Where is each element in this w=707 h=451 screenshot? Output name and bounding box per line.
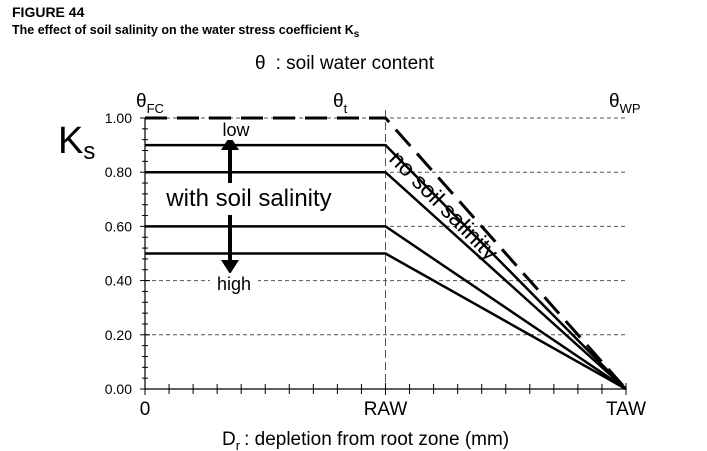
y-tick-label-2: 0.40 [105,273,132,289]
annotation-no-salinity: no soil salinity [384,145,504,265]
series-no-salinity [145,116,628,390]
y-tick-label-5: 1.00 [105,110,132,126]
annotation-with-salinity: with soil salinity [165,185,331,212]
top-tick-t-base: θ [333,91,344,112]
x-axis-title: Dr: depletion from root zone (mm) [222,429,509,451]
x-axis-title-base: D [222,429,236,450]
arrow-down-head [221,260,239,274]
y-axis-label: Ks [58,120,95,165]
series-salinity-3 [145,225,627,391]
top-tick-fc-base: θ [136,91,147,112]
series-salinity-4 [145,252,627,391]
top-tick-fc: θFC [136,91,164,116]
arrow-up-head [221,136,239,150]
y-tick-label-4: 0.80 [105,164,132,180]
figure-title-subscript: s [353,29,360,40]
top-axis-symbol: θ [255,53,266,74]
x-tick-label-0: 0 [140,399,151,420]
y-tick-labels: 0.00 0.20 0.40 0.60 0.80 1.00 [105,110,132,397]
top-axis-title: θ : soil water content [255,53,435,74]
x-tick-labels: 0 RAW TAW [140,399,646,420]
top-tick-t: θt [333,91,348,116]
figure-label: FIGURE 44 [12,4,85,20]
annotation-high: high [217,274,251,294]
top-tick-t-sub: t [344,101,348,116]
figure-title-text: The effect of soil salinity on the water… [12,23,354,37]
salinity-arrows [221,136,239,274]
axes [140,117,627,395]
x-axis-title-rest: : depletion from root zone (mm) [244,429,509,450]
annotation-low: low [222,120,250,140]
y-axis-label-base: K [58,120,83,162]
y-tick-label-0: 0.00 [105,381,132,397]
x-tick-label-1: RAW [364,399,408,420]
top-axis-label: : soil water content [276,53,435,74]
series-salinity-2 [145,170,627,390]
low-label-bg [218,120,254,140]
figure-title: The effect of soil salinity on the water… [12,23,359,40]
top-tick-fc-sub: FC [147,101,164,116]
top-tick-wp: θWP [609,91,641,116]
x-axis-title-sub: r [236,438,241,451]
y-tick-label-3: 0.60 [105,218,132,234]
high-label-bg [210,273,258,293]
with-salinity-label-bg [161,183,337,211]
x-tick-label-2: TAW [606,399,646,420]
y-tick-label-1: 0.20 [105,327,132,343]
top-tick-wp-base: θ [609,91,620,112]
top-tick-wp-sub: WP [620,101,641,116]
y-axis-label-sub: s [83,138,95,165]
